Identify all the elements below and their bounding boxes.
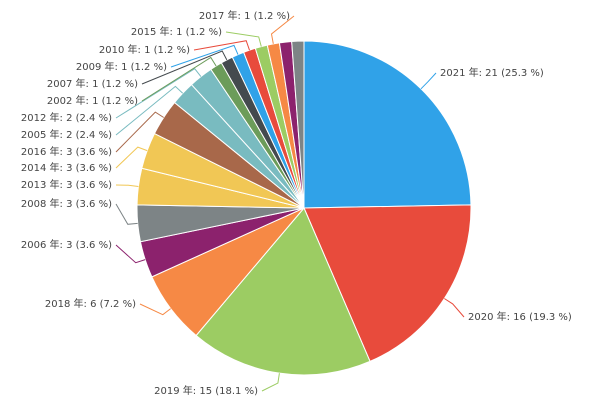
pie-slice-2020[interactable] bbox=[303, 204, 472, 363]
leader-line-2020 bbox=[444, 298, 465, 318]
labels-layer: 2021 年: 21 (25.3 %) 2020 年: 16 (19.3 %) 20… bbox=[21, 9, 572, 397]
leader-line-2016 bbox=[115, 111, 164, 153]
slice-label-2019: 2019 年: 15 (18.1 %) bbox=[154, 384, 258, 397]
slice-label-2010: 2010 年: 1 (1.2 %) bbox=[99, 43, 190, 56]
leader-line-2010 bbox=[193, 40, 250, 51]
leader-line-2018 bbox=[139, 303, 172, 316]
leader-line-2006 bbox=[115, 244, 146, 264]
slice-label-2005: 2005 年: 2 (2.4 %) bbox=[21, 128, 112, 141]
leader-line-2007 bbox=[141, 50, 228, 85]
slice-label-2021: 2021 年: 21 (25.3 %) bbox=[440, 66, 544, 79]
leader-line-2013 bbox=[115, 184, 139, 187]
leader-line-2015 bbox=[225, 31, 262, 47]
slice-label-2002: 2002 年: 1 (1.2 %) bbox=[47, 94, 138, 107]
slice-label-2012: 2012 年: 2 (2.4 %) bbox=[21, 111, 112, 124]
slice-label-2013: 2013 年: 3 (3.6 %) bbox=[21, 178, 112, 191]
pie-slice-2021[interactable] bbox=[303, 40, 472, 209]
slice-label-2016: 2016 年: 3 (3.6 %) bbox=[21, 145, 112, 158]
slice-label-2007: 2007 年: 1 (1.2 %) bbox=[47, 77, 138, 90]
slice-label-2009: 2009 年: 1 (1.2 %) bbox=[76, 60, 167, 73]
leader-line-2017 bbox=[270, 15, 295, 44]
leader-line-2014 bbox=[115, 146, 148, 169]
pie-slice-unlabeled-18[interactable] bbox=[291, 40, 305, 209]
leader-line-2002 bbox=[141, 56, 217, 102]
slice-label-2014: 2014 年: 3 (3.6 %) bbox=[21, 161, 112, 174]
leader-line-2008 bbox=[115, 203, 138, 225]
slice-label-2020: 2020 年: 16 (19.3 %) bbox=[468, 310, 572, 323]
leader-line-2019 bbox=[261, 373, 280, 392]
leader-lines-layer bbox=[115, 15, 465, 392]
slice-label-2018: 2018 年: 6 (7.2 %) bbox=[45, 297, 136, 310]
leader-line-2005 bbox=[115, 85, 184, 136]
leader-line-2012 bbox=[115, 68, 202, 119]
pie-slice-2019[interactable] bbox=[195, 207, 371, 376]
leader-line-2021 bbox=[420, 72, 437, 90]
slice-label-2008: 2008 年: 3 (3.6 %) bbox=[21, 197, 112, 210]
leader-line-2009 bbox=[170, 44, 239, 68]
slices-layer bbox=[136, 40, 472, 376]
slice-label-2015: 2015 年: 1 (1.2 %) bbox=[131, 25, 222, 38]
slice-label-2017: 2017 年: 1 (1.2 %) bbox=[199, 9, 290, 22]
slice-label-2006: 2006 年: 3 (3.6 %) bbox=[21, 238, 112, 251]
